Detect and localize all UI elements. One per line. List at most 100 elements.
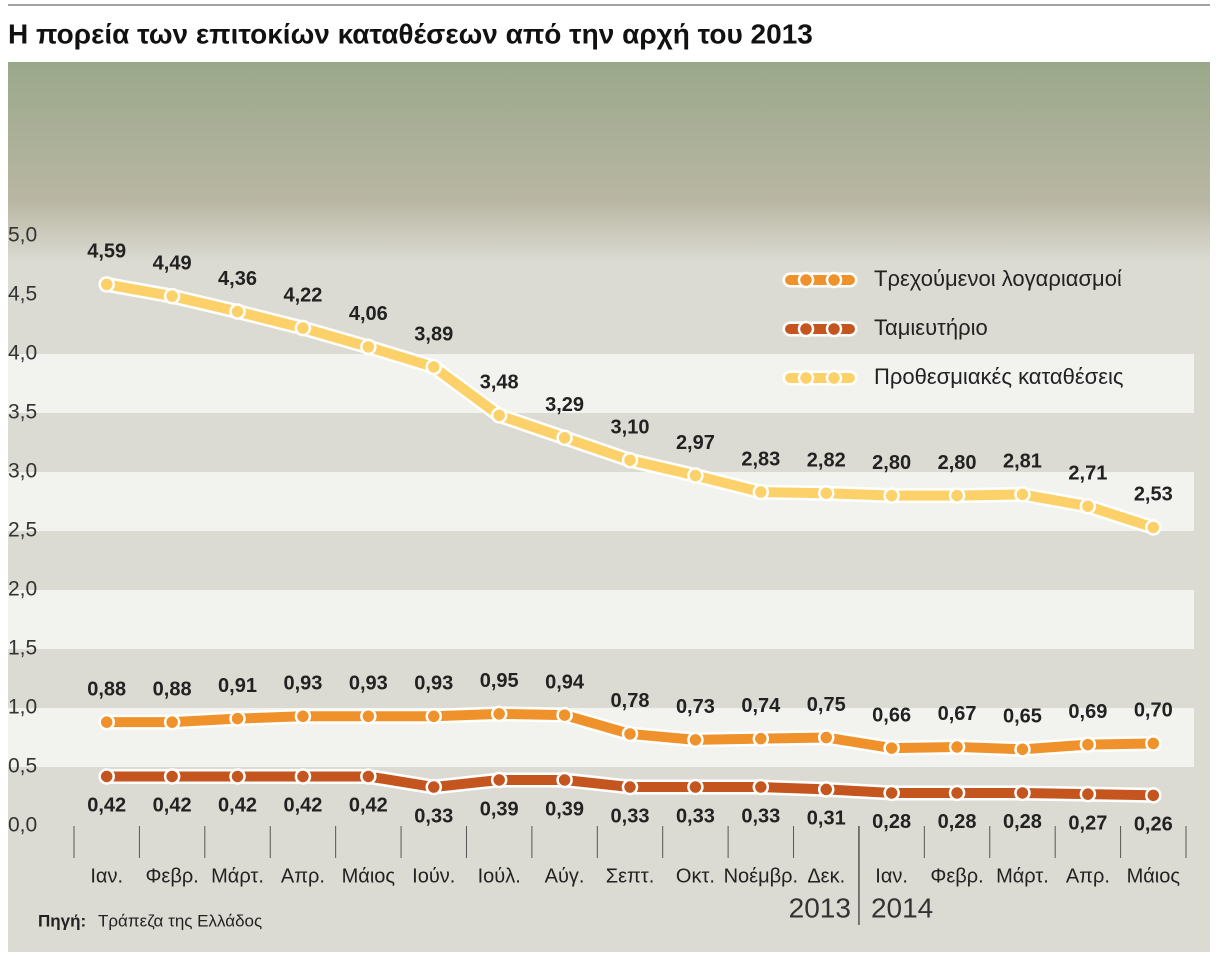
point (883, 487, 900, 504)
value-label: 0,31 (807, 808, 846, 830)
value-label: 2,80 (872, 452, 911, 474)
y-tick-label: 2,5 (8, 519, 37, 542)
point (163, 768, 181, 785)
point (425, 358, 443, 376)
point (817, 484, 835, 502)
point (556, 706, 573, 724)
value-label: 0,93 (349, 673, 388, 695)
value-label: 0,33 (611, 805, 650, 827)
value-label: 0,65 (1003, 706, 1042, 728)
value-label: 0,75 (807, 694, 846, 716)
value-label: 2,97 (676, 432, 715, 454)
point (294, 319, 312, 337)
value-label: 2,82 (807, 450, 846, 472)
point (1014, 741, 1031, 758)
value-label: 3,89 (414, 323, 453, 345)
point (229, 303, 246, 320)
value-label: 0,33 (741, 805, 780, 827)
point (425, 778, 443, 796)
point (1014, 486, 1031, 503)
y-tick-label: 5,0 (8, 224, 37, 247)
value-label: 3,48 (480, 372, 519, 394)
value-label: 3,29 (545, 394, 584, 416)
point (360, 768, 377, 785)
point (1145, 735, 1162, 752)
point (948, 487, 966, 504)
y-tick-label: 3,0 (8, 460, 37, 483)
x-tick-label: Νοέμβρ. (724, 865, 798, 887)
value-label: 2,83 (741, 448, 780, 470)
point (360, 708, 377, 725)
legend-label: Τρεχούμενοι λογαριασμοί (874, 266, 1122, 291)
value-label: 0,28 (938, 811, 977, 833)
value-label: 4,36 (218, 268, 257, 290)
point (490, 705, 508, 723)
point (229, 768, 246, 785)
value-label: 0,33 (676, 805, 715, 827)
y-tick-label: 1,0 (8, 696, 37, 719)
value-label: 0,93 (414, 673, 453, 695)
value-label: 0,42 (283, 795, 322, 817)
legend-label: Ταμιευτήριο (874, 315, 988, 340)
point (1079, 497, 1097, 515)
value-label: 4,06 (349, 303, 388, 325)
x-tick-label: Μάρτ. (996, 865, 1049, 887)
grid-band (8, 354, 1194, 413)
point (752, 483, 770, 501)
value-label: 0,42 (218, 795, 257, 817)
value-label: 0,91 (218, 675, 257, 697)
point (98, 713, 115, 731)
x-tick-label: Δεκ. (807, 865, 845, 887)
value-label: 2,80 (938, 452, 977, 474)
point (752, 730, 770, 747)
banner-image (8, 62, 1210, 262)
value-label: 0,73 (676, 696, 715, 718)
y-tick-label: 3,5 (8, 401, 37, 424)
value-label: 0,39 (480, 798, 519, 820)
chart-title: Η πορεία των επιτοκίων καταθέσεων από τη… (8, 18, 813, 49)
y-tick-label: 2,0 (8, 578, 37, 601)
point (687, 778, 704, 796)
point (621, 451, 639, 469)
value-label: 0,94 (545, 671, 585, 693)
point (294, 768, 312, 785)
legend-dot (825, 369, 843, 387)
x-tick-label: Σεπτ. (606, 865, 655, 887)
value-label: 2,71 (1068, 463, 1107, 485)
point (883, 784, 900, 802)
point (490, 407, 508, 424)
value-label: 0,70 (1134, 700, 1173, 722)
value-label: 2,53 (1134, 484, 1173, 506)
value-label: 0,88 (153, 678, 192, 700)
x-tick-label: Ιούν. (412, 865, 455, 887)
point (687, 467, 704, 484)
x-tick-label: Απρ. (1066, 865, 1110, 887)
y-tick-label: 0,0 (8, 814, 37, 837)
point (360, 338, 377, 356)
value-label: 0,33 (414, 805, 453, 827)
value-label: 0,28 (872, 811, 911, 833)
point (490, 771, 508, 789)
grid-band (8, 590, 1194, 649)
point (98, 276, 115, 293)
point (883, 739, 900, 757)
y-tick-label: 4,5 (8, 283, 37, 306)
value-label: 0,27 (1068, 812, 1107, 834)
x-tick-label: Μάιος (1127, 865, 1181, 887)
value-label: 3,10 (611, 416, 650, 438)
point (687, 731, 704, 749)
x-tick-label: Φεβρ. (145, 865, 198, 887)
value-label: 0,42 (153, 795, 192, 817)
x-tick-label: Ιούλ. (478, 865, 521, 887)
value-label: 0,95 (480, 670, 519, 692)
point (1145, 519, 1162, 536)
x-tick-label: Μάρτ. (211, 865, 264, 887)
point (752, 778, 770, 796)
value-label: 2,81 (1003, 451, 1042, 473)
value-label: 0,93 (283, 673, 322, 695)
point (1145, 787, 1162, 804)
value-label: 4,22 (283, 284, 322, 306)
point (621, 778, 639, 796)
point (556, 771, 573, 789)
